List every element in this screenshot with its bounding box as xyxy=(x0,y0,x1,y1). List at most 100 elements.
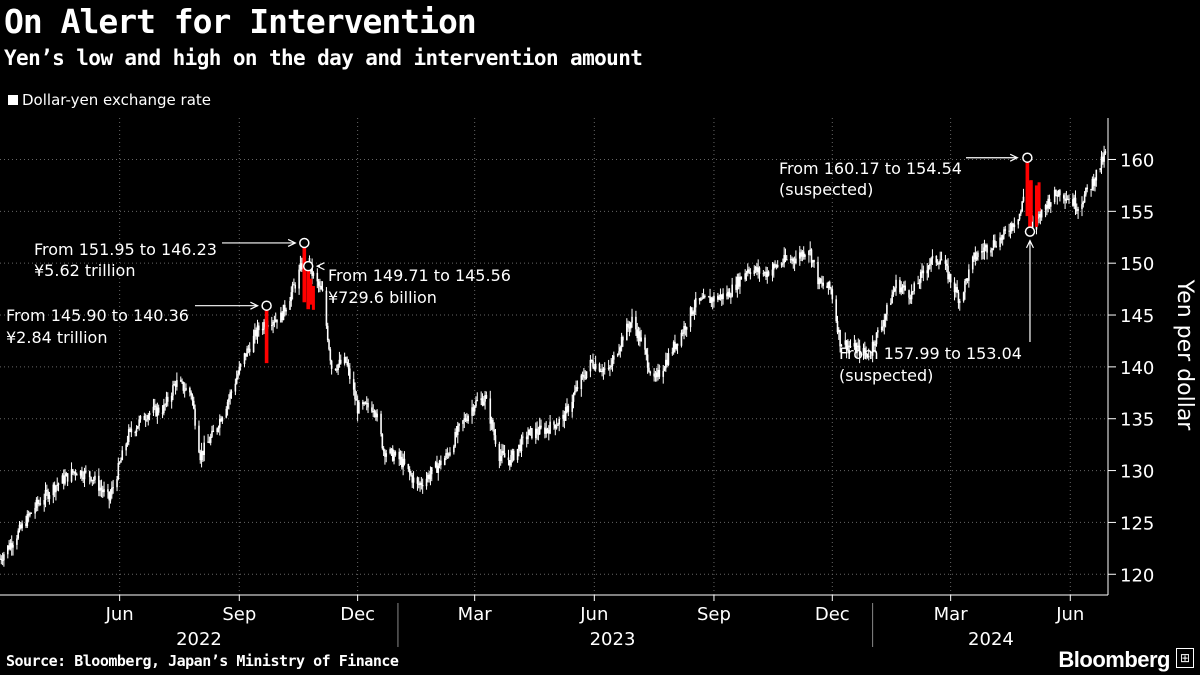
candle-body xyxy=(330,360,333,369)
candle-body xyxy=(499,455,502,462)
candle-body xyxy=(1086,187,1088,190)
candle-body xyxy=(43,500,46,505)
candle-body xyxy=(1013,224,1016,228)
candle-body xyxy=(1072,199,1074,206)
x-tick-label: Sep xyxy=(697,604,731,625)
candle-body xyxy=(92,479,95,481)
candle-body xyxy=(775,265,778,268)
candle-body xyxy=(789,259,792,261)
candle-body xyxy=(26,514,29,527)
candle-body xyxy=(9,543,12,550)
candle-body xyxy=(727,291,730,297)
candle-body xyxy=(581,374,584,376)
candle-body xyxy=(528,429,531,436)
candle-body xyxy=(598,363,601,372)
candle-body xyxy=(481,398,484,406)
candle-body xyxy=(455,431,458,436)
candle-body xyxy=(412,477,415,483)
candle-body xyxy=(512,450,515,460)
candle-body xyxy=(338,359,341,365)
candle-body xyxy=(1065,198,1068,201)
candle-body xyxy=(371,407,373,412)
candle-body xyxy=(244,353,247,357)
candle-body xyxy=(118,462,121,464)
candle-body xyxy=(94,475,96,480)
candle-body xyxy=(735,284,737,290)
candle-body xyxy=(48,495,51,499)
candle-body xyxy=(827,281,830,288)
candle-body xyxy=(930,258,932,265)
candle-body xyxy=(956,287,958,293)
candle-body xyxy=(72,469,74,473)
candle-body xyxy=(839,329,841,347)
candle-body xyxy=(982,251,984,253)
candle-body xyxy=(594,363,597,370)
candle-body xyxy=(498,443,501,462)
candle-body xyxy=(527,435,529,440)
year-label: 2024 xyxy=(968,629,1014,650)
candle-body xyxy=(663,368,666,371)
candle-body xyxy=(121,450,124,461)
candle-body xyxy=(1021,201,1023,212)
candle-body xyxy=(1001,235,1004,240)
candle-body xyxy=(939,259,942,264)
candle-body xyxy=(836,321,839,333)
candle-body xyxy=(658,369,661,377)
intervention-candle xyxy=(1034,185,1038,227)
candle-body xyxy=(857,345,860,348)
intervention-candle xyxy=(309,278,313,305)
candle-body xyxy=(611,359,614,366)
candle-body xyxy=(1101,156,1104,162)
candle-body xyxy=(865,352,867,354)
candle-body xyxy=(155,405,157,416)
candle-body xyxy=(730,296,732,298)
candle-body xyxy=(192,400,195,409)
candle-body xyxy=(964,280,966,293)
candle-body xyxy=(207,441,209,443)
candle-body xyxy=(70,469,73,482)
candle-body xyxy=(88,471,91,478)
candle-body xyxy=(917,283,919,285)
candle-body xyxy=(410,473,412,476)
year-label: 2022 xyxy=(176,629,222,650)
brand-logo: Bloomberg xyxy=(1058,647,1170,672)
candle-body xyxy=(613,355,615,360)
candle-body xyxy=(758,267,761,274)
candle-body xyxy=(157,407,160,413)
candle-body xyxy=(463,418,466,421)
candle-body xyxy=(893,288,896,292)
candle-body xyxy=(566,405,568,408)
candle-body xyxy=(216,428,218,433)
candle-body xyxy=(675,343,678,350)
candle-body xyxy=(300,263,303,270)
candle-body xyxy=(384,451,386,457)
candle-body xyxy=(1057,190,1060,197)
annotation-amount: ¥729.6 billion xyxy=(328,288,437,307)
candle-body xyxy=(640,337,642,342)
candle-body xyxy=(627,323,629,328)
candle-body xyxy=(689,307,692,328)
candle-body xyxy=(692,311,694,315)
chart-subtitle: Yen’s low and high on the day and interv… xyxy=(4,46,643,70)
candle-body xyxy=(143,415,146,420)
candle-body xyxy=(35,499,38,508)
candle-body xyxy=(75,473,78,476)
candle-body xyxy=(256,325,259,337)
candle-body xyxy=(616,354,619,356)
candle-body xyxy=(607,367,610,369)
candle-body xyxy=(1095,169,1098,181)
candle-body xyxy=(339,359,342,364)
candle-body xyxy=(453,446,455,453)
candle-body xyxy=(25,523,27,527)
candle-body xyxy=(966,278,969,281)
candle-body xyxy=(284,304,286,312)
candle-body xyxy=(29,512,31,516)
candle-body xyxy=(529,428,532,430)
candle-body xyxy=(273,321,276,323)
candle-body xyxy=(562,414,564,419)
candle-body xyxy=(991,248,994,251)
candle-body xyxy=(382,448,385,452)
candle-body xyxy=(191,395,194,401)
intervention-marker xyxy=(299,237,310,249)
candle-body xyxy=(801,251,804,257)
